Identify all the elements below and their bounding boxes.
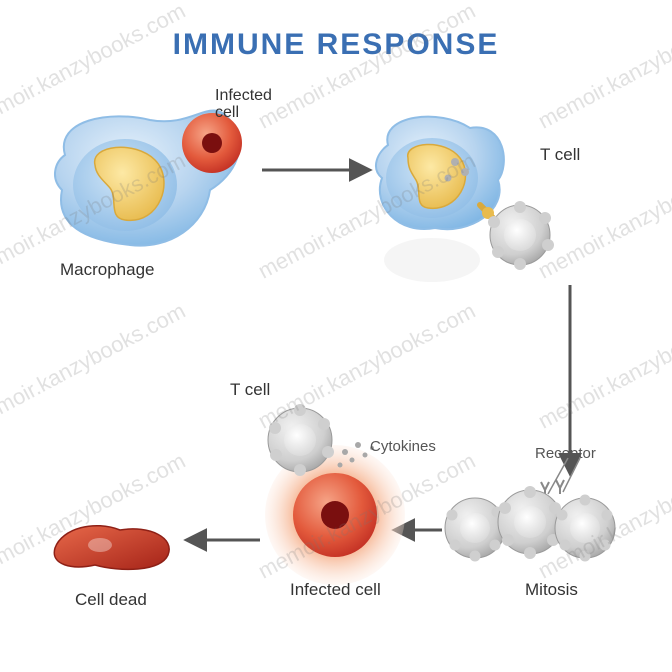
macrophage-2 [376,117,504,230]
label-cell-dead: Cell dead [75,590,147,610]
debris-cloud [384,238,480,282]
label-t-cell-bottom: T cell [230,380,270,400]
t-cell-top [488,201,554,270]
diagram-svg [0,0,672,672]
label-macrophage: Macrophage [60,260,155,280]
dead-cell [54,526,169,570]
label-mitosis: Mitosis [525,580,578,600]
label-text: cell [215,104,239,121]
diagram-canvas: IMMUNE RESPONSE [0,0,672,672]
label-infected-cell-top: Infected cell [215,88,272,122]
infected-cell-top [182,113,242,173]
label-receptor: Receptor [535,445,596,462]
label-infected-cell-bottom: Infected cell [290,580,381,600]
label-t-cell-top: T cell [540,145,580,165]
mitosis-group [445,480,615,562]
label-cytokines: Cytokines [370,438,436,455]
label-text: Infected [215,87,272,104]
